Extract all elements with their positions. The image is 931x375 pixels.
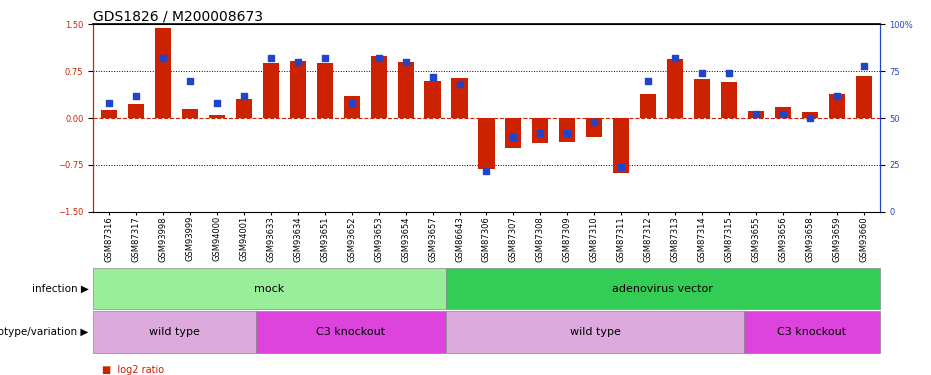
- Bar: [667, 59, 683, 118]
- Bar: [479, 118, 494, 170]
- Bar: [533, 118, 548, 143]
- Bar: [694, 80, 710, 118]
- Bar: [209, 115, 225, 118]
- Point: [506, 134, 520, 140]
- Bar: [155, 27, 171, 118]
- Bar: [560, 118, 575, 142]
- Bar: [290, 61, 306, 118]
- Point: [371, 55, 386, 61]
- Bar: [128, 104, 144, 118]
- Bar: [614, 118, 629, 173]
- Point: [533, 130, 547, 136]
- Point: [641, 78, 655, 84]
- Bar: [425, 81, 440, 118]
- Bar: [506, 118, 521, 148]
- Point: [317, 55, 332, 61]
- Bar: [640, 94, 656, 118]
- Bar: [317, 63, 333, 118]
- Point: [398, 59, 413, 65]
- Point: [182, 78, 197, 84]
- Bar: [829, 94, 844, 118]
- Point: [587, 119, 601, 125]
- Text: C3 knockout: C3 knockout: [777, 327, 846, 337]
- Point: [695, 70, 709, 76]
- Text: adenovirus vector: adenovirus vector: [613, 284, 713, 294]
- Point: [452, 81, 467, 87]
- Point: [128, 93, 143, 99]
- Point: [236, 93, 251, 99]
- Text: GDS1826 / M200008673: GDS1826 / M200008673: [93, 9, 263, 23]
- Point: [479, 168, 493, 174]
- Text: infection ▶: infection ▶: [32, 284, 88, 294]
- Bar: [371, 56, 386, 118]
- Bar: [398, 62, 413, 118]
- Point: [263, 55, 278, 61]
- Point: [614, 164, 628, 170]
- Point: [857, 63, 871, 69]
- Bar: [721, 82, 737, 118]
- Point: [722, 70, 736, 76]
- Point: [425, 74, 440, 80]
- Bar: [236, 99, 252, 118]
- Text: wild type: wild type: [149, 327, 200, 337]
- Bar: [263, 63, 279, 118]
- Point: [830, 93, 844, 99]
- Point: [101, 100, 116, 106]
- Point: [668, 55, 682, 61]
- Bar: [344, 96, 359, 118]
- Point: [209, 100, 224, 106]
- Bar: [182, 109, 198, 118]
- Point: [560, 130, 574, 136]
- Point: [344, 100, 359, 106]
- Text: mock: mock: [254, 284, 285, 294]
- Bar: [856, 76, 871, 118]
- Text: wild type: wild type: [570, 327, 620, 337]
- Bar: [748, 111, 764, 118]
- Point: [803, 115, 817, 121]
- Text: genotype/variation ▶: genotype/variation ▶: [0, 327, 88, 337]
- Bar: [101, 110, 117, 118]
- Bar: [802, 112, 817, 118]
- Point: [290, 59, 305, 65]
- Bar: [452, 78, 467, 118]
- Bar: [587, 118, 602, 137]
- Text: ■  log2 ratio: ■ log2 ratio: [102, 365, 165, 375]
- Point: [155, 55, 170, 61]
- Point: [749, 111, 763, 117]
- Point: [776, 111, 790, 117]
- Text: C3 knockout: C3 knockout: [317, 327, 385, 337]
- Bar: [775, 107, 791, 118]
